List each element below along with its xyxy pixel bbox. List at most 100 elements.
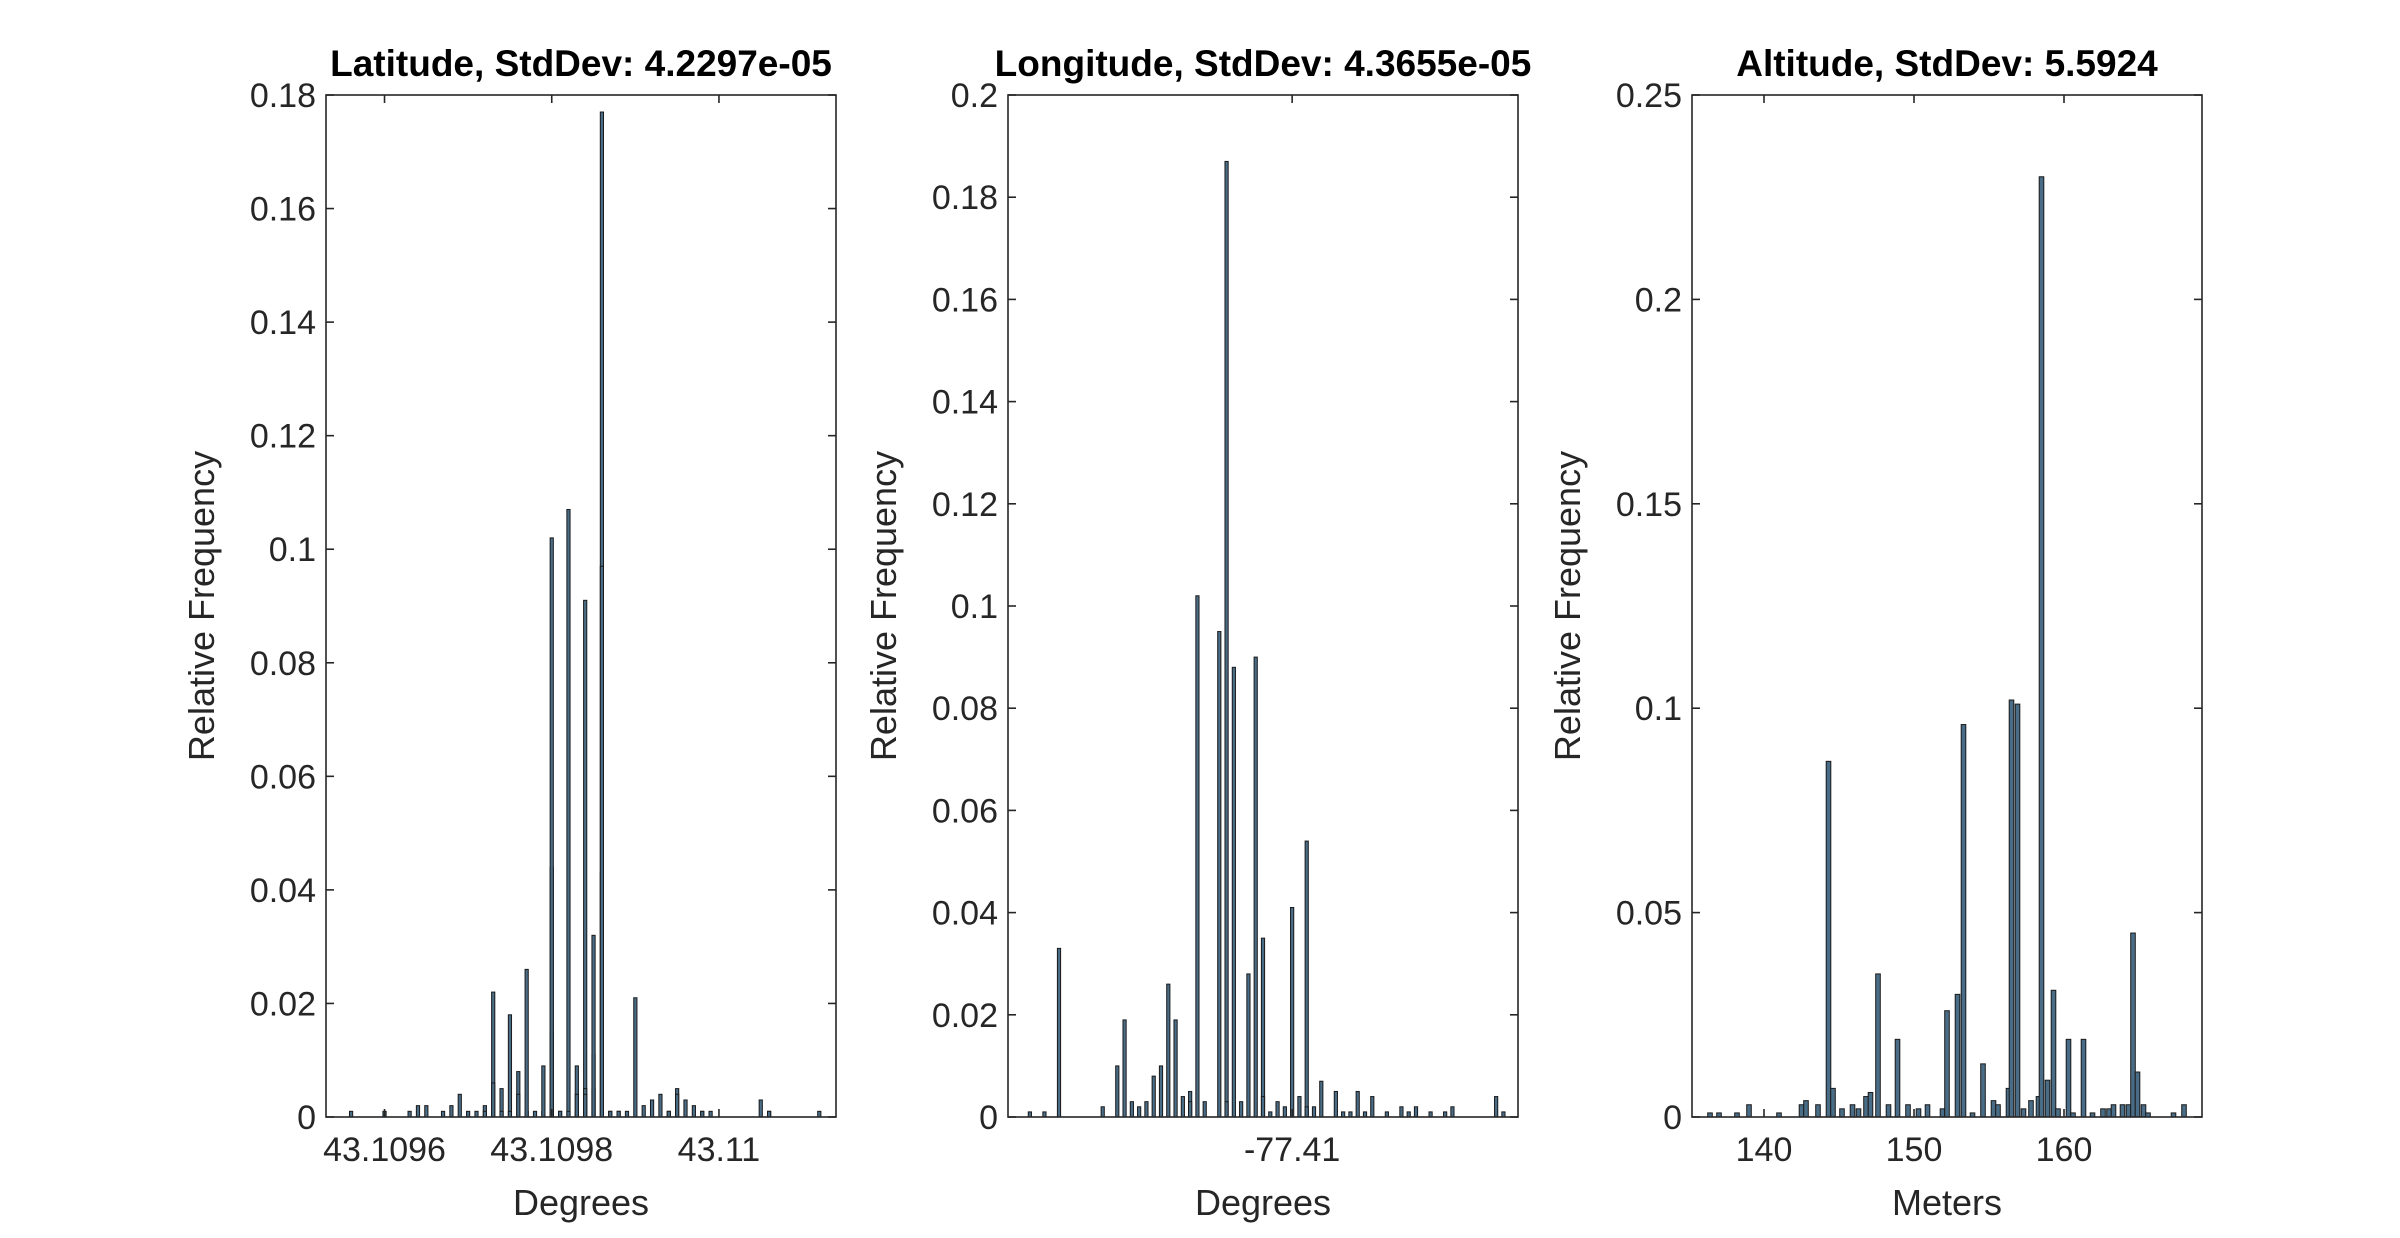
y-tick-label: 0.1	[951, 588, 998, 626]
histogram-bar	[1115, 1065, 1120, 1118]
histogram-bar	[691, 1105, 696, 1118]
histogram-bar	[1413, 1106, 1419, 1118]
histogram-bar	[1151, 1075, 1156, 1118]
histogram-bar	[1355, 1090, 1360, 1118]
y-axis-label: Relative Frequency	[1547, 451, 1588, 761]
histogram-bar	[440, 1110, 446, 1118]
histogram-bar	[415, 1105, 421, 1118]
histogram-bar	[516, 1093, 521, 1118]
histogram-bar	[2080, 1038, 2087, 1118]
y-tick-label: 0.1	[1635, 690, 1682, 728]
histogram-bar	[1849, 1104, 1856, 1118]
histogram-bar	[549, 537, 554, 1118]
histogram-bar	[2055, 1108, 2061, 1118]
histogram-bar	[2014, 703, 2021, 1118]
histogram-bar	[407, 1110, 412, 1118]
histogram-bar	[1885, 1104, 1892, 1118]
histogram-bar	[1939, 1108, 1946, 1118]
y-tick-label: 0.12	[250, 418, 316, 456]
histogram-bar	[2134, 1071, 2141, 1118]
subplot-title: Longitude, StdDev: 4.3655e-05	[995, 43, 1532, 84]
y-tick-label: 0.15	[1616, 486, 1682, 524]
histogram-bar	[1798, 1104, 1805, 1118]
histogram-bar	[1825, 760, 1832, 1118]
histogram-bar	[499, 1110, 504, 1118]
histogram-bar	[1875, 973, 1881, 1118]
x-tick-label: 43.1096	[323, 1131, 446, 1169]
histogram-bar	[1202, 1101, 1207, 1118]
histogram-bar	[1399, 1106, 1404, 1118]
histogram-bar	[1855, 1108, 1862, 1118]
y-tick-label: 0.16	[932, 281, 998, 319]
x-tick-label: 43.1098	[490, 1131, 613, 1169]
histogram-bar	[1239, 1101, 1244, 1118]
histogram-bar	[1056, 947, 1062, 1118]
y-tick-label: 0.14	[932, 384, 998, 422]
y-tick-label: 0	[1663, 1099, 1682, 1137]
histogram-bar	[1450, 1106, 1455, 1118]
histogram-bar	[491, 1082, 496, 1118]
histogram-bar	[1137, 1106, 1142, 1118]
y-tick-label: 0.02	[932, 997, 998, 1035]
histogram-bar	[1960, 724, 1967, 1118]
histogram-bar	[566, 1110, 571, 1118]
histogram-bar	[1158, 1065, 1164, 1118]
subplot-title: Altitude, StdDev: 5.5924	[1736, 43, 2158, 84]
histogram-bar	[1224, 160, 1229, 1118]
histogram-bar	[1867, 1091, 1874, 1118]
histogram-bar	[1746, 1104, 1752, 1118]
histogram-bar	[1282, 1106, 1287, 1118]
histogram-bar	[583, 1093, 588, 1118]
y-tick-label: 0.1	[269, 531, 316, 569]
y-tick-label: 0.04	[932, 895, 998, 933]
histogram-bar	[641, 1105, 646, 1118]
histogram-bar	[658, 1093, 663, 1118]
histogram-bar	[666, 1110, 671, 1118]
histogram-bar	[466, 1110, 471, 1118]
histogram-bar	[633, 997, 638, 1118]
histogram-bar	[1253, 656, 1258, 1118]
axes-frame	[325, 94, 837, 1118]
histogram-bar	[2065, 1038, 2072, 1118]
histogram-bar	[1122, 1019, 1127, 1118]
histogram-bar	[1231, 666, 1236, 1118]
subplot-3: 0 0.05 0.1 0.15 0.2 0.25 140 150 160 Altitude, St…	[1547, 43, 2203, 1223]
histogram-bar	[1815, 1104, 1821, 1118]
x-tick-label: 150	[1886, 1131, 1943, 1169]
histogram-bar	[1304, 1106, 1309, 1118]
histogram-bar	[1173, 1019, 1178, 1118]
histogram-bar	[616, 1110, 621, 1118]
x-axis-label: Degrees	[513, 1182, 649, 1223]
y-tick-label: 0.2	[1635, 281, 1682, 319]
histogram-bar	[1246, 973, 1251, 1118]
histogram-bar	[2008, 699, 2015, 1118]
histogram-bar	[457, 1093, 462, 1118]
histogram-bar	[474, 1110, 479, 1118]
histogram-bar	[2110, 1104, 2117, 1118]
histogram-bar	[1924, 1104, 1931, 1118]
histogram-bar	[1954, 993, 1961, 1118]
histogram-bar	[1260, 937, 1266, 1118]
histogram-bar	[507, 1110, 513, 1118]
histogram-bar	[2181, 1104, 2187, 1118]
histogram-bar	[817, 1110, 822, 1118]
histogram-bar	[524, 968, 529, 1118]
histogram-bar	[1311, 1106, 1317, 1118]
y-tick-label: 0.14	[250, 304, 316, 342]
y-tick-label: 0.12	[932, 486, 998, 524]
histogram-bar	[449, 1105, 454, 1118]
histogram-bar	[1980, 1063, 1986, 1118]
histogram-bar	[1297, 1096, 1302, 1118]
histogram-bar	[424, 1105, 429, 1118]
histogram-bar	[2020, 1108, 2027, 1118]
histogram-bar	[1144, 1101, 1149, 1118]
x-tick-label: 43.11	[678, 1131, 761, 1169]
y-tick-label: 0.18	[932, 179, 998, 217]
histogram-bar	[624, 1110, 630, 1118]
histogram-bar	[2140, 1104, 2147, 1118]
histogram-bar	[591, 934, 596, 1118]
y-axis-label: Relative Frequency	[181, 451, 222, 761]
axes-frame	[1691, 94, 2203, 1118]
histogram-bar	[700, 1110, 705, 1118]
histogram-bar	[767, 1110, 772, 1118]
